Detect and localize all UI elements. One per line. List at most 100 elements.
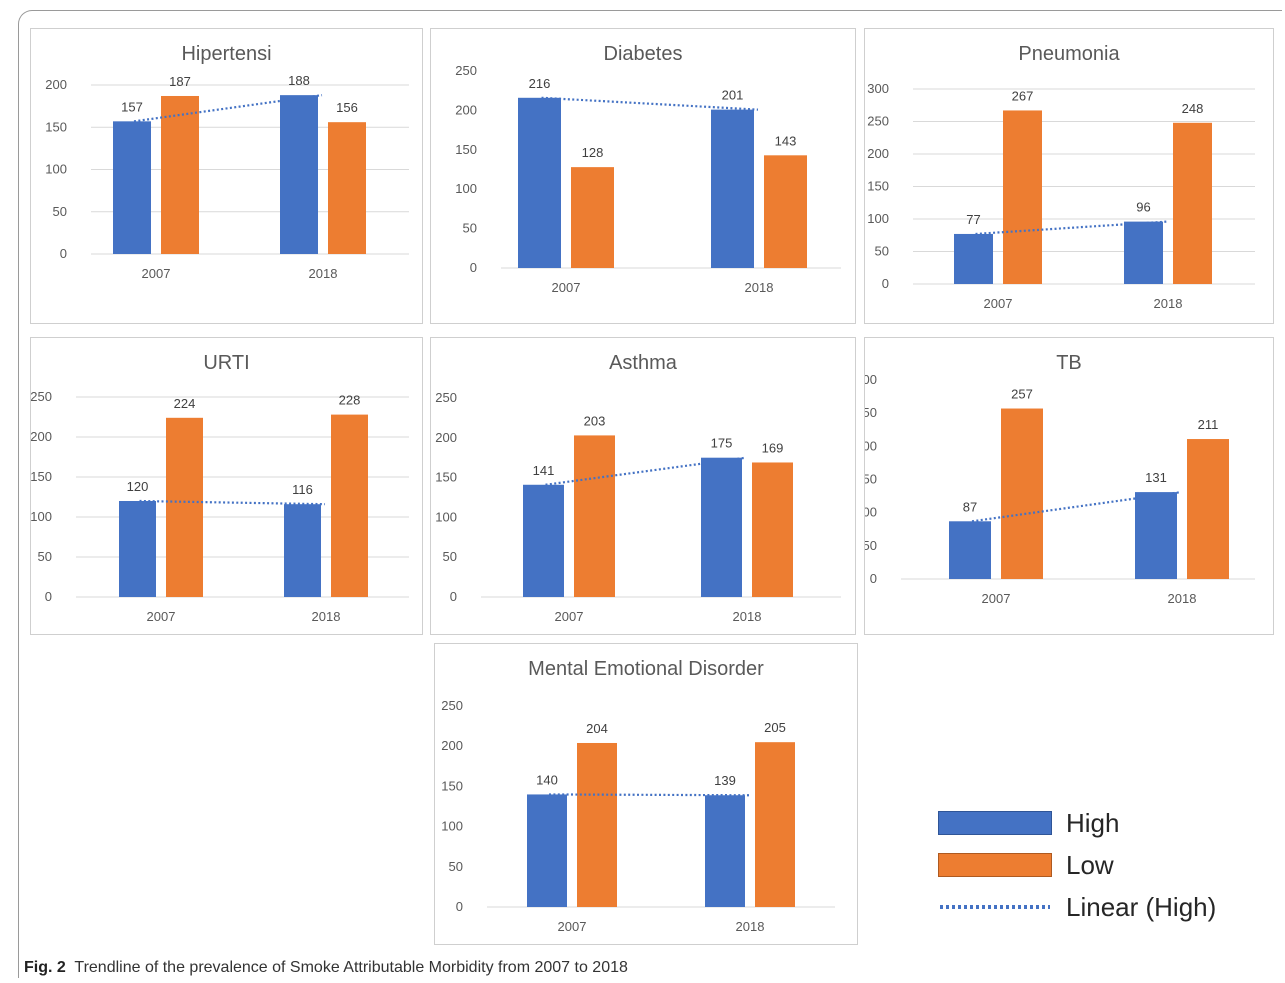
bar-low-2018 (1187, 439, 1229, 579)
bar-high-2018 (705, 795, 745, 907)
y-tick-label: 300 (865, 372, 877, 387)
chart-plot: 0 50 100 150 200 250 2007 120 224 2018 116 228 (31, 389, 409, 624)
y-tick-label: 0 (456, 899, 463, 914)
y-tick-label: 200 (31, 429, 52, 444)
bar-low-2007 (574, 435, 615, 597)
bar-low-2018 (752, 462, 793, 597)
bar-low-2007 (571, 167, 614, 268)
data-label: 205 (764, 720, 786, 735)
chart-panel-hipertensi: Hipertensi 0 50 100 150 200 2007 157 187 2018 188 1… (30, 28, 423, 324)
data-label: 175 (711, 436, 733, 451)
y-tick-label: 300 (867, 81, 889, 96)
trendline-linear-high (541, 96, 759, 111)
y-tick-label: 250 (441, 698, 463, 713)
y-tick-label: 150 (31, 469, 52, 484)
data-label: 143 (775, 133, 797, 148)
figure-frame (18, 10, 1282, 978)
y-tick-label: 250 (31, 389, 52, 404)
y-tick-label: 0 (870, 571, 877, 586)
x-tick-label: 2007 (982, 591, 1011, 606)
data-label: 131 (1145, 470, 1167, 485)
x-tick-label: 2007 (147, 609, 176, 624)
chart-title: Asthma (609, 352, 677, 374)
chart-panel-pneumonia: Pneumonia 0 50 100 150 200 250 300 2007 77 267 2018… (864, 28, 1274, 324)
bar-low-2007 (1001, 408, 1043, 579)
chart-panel-mental-emotional-disorder: Mental Emotional Disorder 0 50 100 150 200 250… (434, 643, 858, 945)
y-tick-label: 100 (435, 509, 457, 524)
data-label: 188 (288, 73, 310, 88)
bar-high-2007 (113, 121, 151, 255)
chart-title: Pneumonia (1018, 43, 1120, 65)
y-tick-label: 100 (455, 181, 477, 196)
legend-swatch-trendline (940, 905, 1050, 909)
y-tick-label: 50 (875, 244, 889, 259)
legend-label-low: Low (1066, 849, 1114, 880)
legend-swatch-high (938, 811, 1052, 835)
x-tick-label: 2018 (309, 266, 338, 281)
bar-high-2018 (284, 504, 321, 597)
x-tick-label: 2018 (312, 609, 341, 624)
chart-title: Hipertensi (181, 43, 272, 65)
data-label: 87 (963, 499, 977, 514)
x-tick-label: 2007 (142, 266, 171, 281)
data-label: 140 (536, 772, 558, 787)
bar-high-2018 (1135, 492, 1177, 579)
chart-plot: 0 50 100 150 200 250 2007 141 203 2018 175 169 (435, 390, 841, 624)
bar-low-2018 (764, 155, 807, 268)
y-tick-label: 200 (865, 438, 877, 453)
data-label: 224 (174, 396, 196, 411)
chart-title: URTI (203, 352, 250, 374)
data-label: 211 (1198, 417, 1219, 432)
data-label: 157 (121, 99, 143, 114)
data-label: 96 (1136, 200, 1150, 215)
chart-title: TB (1056, 352, 1082, 374)
chart-plot: 0 50 100 150 200 250 300 2007 87 257 2018 131 211 (865, 372, 1255, 606)
y-tick-label: 50 (865, 538, 877, 553)
chart-plot: 0 50 100 150 200 250 2007 140 204 2018 139 205 (441, 698, 835, 934)
data-label: 201 (722, 88, 744, 103)
data-label: 139 (714, 773, 736, 788)
legend-label-high: High (1066, 807, 1120, 838)
data-label: 248 (1182, 101, 1204, 116)
bar-low-2007 (577, 742, 617, 907)
legend-item-high: High (938, 806, 1119, 840)
x-tick-label: 2007 (984, 296, 1013, 311)
chart-plot: 0 50 100 150 200 2007 157 187 2018 188 156 (45, 73, 409, 281)
y-tick-label: 0 (470, 260, 477, 275)
data-label: 141 (533, 463, 555, 478)
x-tick-label: 2007 (558, 919, 587, 934)
legend: High Low Linear (High) (938, 800, 1258, 930)
y-tick-label: 100 (441, 819, 463, 834)
y-tick-label: 200 (441, 738, 463, 753)
x-tick-label: 2018 (733, 609, 762, 624)
data-label: 204 (586, 721, 608, 736)
legend-swatch-low (938, 853, 1052, 877)
bar-high-2007 (523, 484, 564, 597)
legend-item-linear-high: Linear (High) (938, 890, 1216, 924)
chart-panel-diabetes: Diabetes 0 50 100 150 200 250 2007 216 128 2018 201… (430, 28, 856, 324)
bar-low-2018 (755, 742, 795, 907)
y-tick-label: 150 (865, 472, 877, 487)
y-tick-label: 0 (60, 246, 67, 261)
bar-low-2007 (161, 95, 199, 254)
caption-label: Fig. 2 (24, 959, 66, 976)
bar-high-2018 (1124, 221, 1163, 284)
y-tick-label: 0 (882, 276, 889, 291)
y-tick-label: 100 (45, 162, 67, 177)
x-tick-label: 2018 (1154, 296, 1183, 311)
y-tick-label: 50 (53, 204, 67, 219)
y-tick-label: 250 (867, 114, 889, 129)
y-tick-label: 0 (450, 589, 457, 604)
trendline-linear-high (545, 456, 747, 486)
y-tick-label: 200 (435, 430, 457, 445)
chart-panel-urti: URTI 0 50 100 150 200 250 2007 120 224 2018 116 228 (30, 337, 423, 635)
bar-high-2018 (701, 457, 742, 597)
x-tick-label: 2018 (736, 919, 765, 934)
data-label: 77 (966, 212, 980, 227)
bar-low-2018 (328, 122, 366, 255)
y-tick-label: 0 (45, 589, 52, 604)
bar-low-2018 (331, 414, 368, 597)
data-label: 203 (584, 413, 606, 428)
data-label: 187 (169, 74, 191, 89)
y-tick-label: 150 (455, 142, 477, 157)
